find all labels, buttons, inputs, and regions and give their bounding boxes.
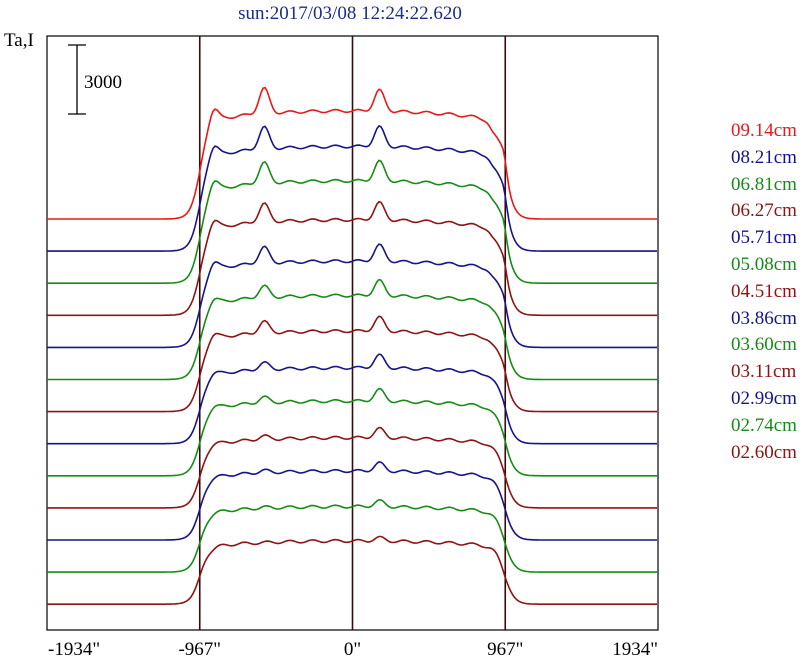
legend-item: 03.11cm bbox=[731, 361, 797, 383]
legend-item: 02.60cm bbox=[731, 441, 797, 463]
series-line-06.27cm bbox=[47, 200, 657, 317]
series-line-03.11cm bbox=[47, 426, 657, 509]
legend-item: 09.14cm bbox=[731, 120, 797, 141]
x-tick-label: -967" bbox=[178, 639, 221, 660]
series-line-02.74cm bbox=[47, 498, 657, 573]
x-tick-label: -1934" bbox=[48, 639, 100, 660]
legend-item: 02.74cm bbox=[731, 414, 797, 436]
scale-bar-label: 3000 bbox=[84, 72, 122, 93]
series-line-05.71cm bbox=[47, 243, 657, 349]
series-line-02.60cm bbox=[47, 535, 657, 605]
series-line-09.14cm bbox=[47, 86, 657, 220]
legend-item: 05.08cm bbox=[731, 253, 797, 275]
series-line-02.99cm bbox=[47, 461, 657, 541]
x-tick-labels: -1934" -967" 0" 967" 1934" bbox=[48, 639, 658, 660]
y-axis-label: Ta,I bbox=[4, 30, 34, 51]
x-tick-label: 0" bbox=[344, 639, 361, 660]
series-curves bbox=[47, 86, 657, 605]
series-line-05.08cm bbox=[47, 278, 657, 381]
chart-title: sun:2017/03/08 12:24:22.620 bbox=[238, 3, 462, 24]
series-line-06.81cm bbox=[47, 159, 657, 284]
legend-item: 04.51cm bbox=[731, 280, 797, 302]
legend-item: 03.86cm bbox=[731, 307, 797, 329]
limb-marker-lines bbox=[198, 36, 507, 630]
x-tick-label: 967" bbox=[487, 639, 523, 660]
legend-item: 08.21cm bbox=[731, 146, 797, 168]
x-tick-label: 1934" bbox=[612, 639, 658, 660]
series-line-08.21cm bbox=[47, 125, 657, 252]
legend-item: 06.81cm bbox=[731, 173, 797, 195]
series-line-03.60cm bbox=[47, 387, 657, 477]
legend-item: 02.99cm bbox=[731, 387, 797, 409]
series-line-04.51cm bbox=[47, 315, 657, 413]
series-line-03.86cm bbox=[47, 353, 657, 445]
scale-bar: 3000 bbox=[68, 44, 122, 115]
legend-item: 05.71cm bbox=[731, 227, 797, 249]
legend: 09.14cm 08.21cm 06.81cm 06.27cm 05.71cm 05.08… bbox=[731, 118, 797, 466]
legend-item: 03.60cm bbox=[731, 334, 797, 356]
legend-item: 06.27cm bbox=[731, 200, 797, 222]
